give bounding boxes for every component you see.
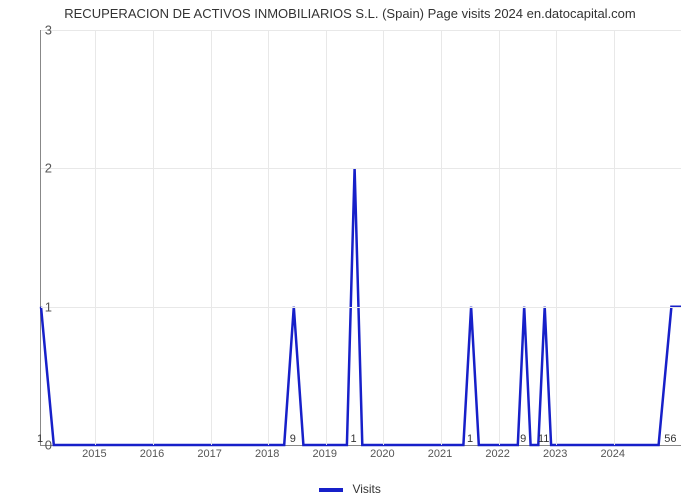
x-tick-label: 2018 <box>255 448 279 460</box>
peak-value-label: 9 <box>520 433 526 445</box>
gridline-v <box>556 30 557 445</box>
x-tick-label: 2023 <box>543 448 567 460</box>
peak-value-label: 1 <box>37 433 43 445</box>
legend-swatch <box>319 488 343 492</box>
gridline-h <box>41 30 681 31</box>
x-tick-label: 2016 <box>140 448 164 460</box>
peak-value-label: 56 <box>664 433 676 445</box>
gridline-v <box>211 30 212 445</box>
gridline-v <box>499 30 500 445</box>
gridline-v <box>153 30 154 445</box>
peak-value-label: 1 <box>467 433 473 445</box>
visits-line-series <box>41 30 681 445</box>
gridline-v <box>614 30 615 445</box>
gridline-v <box>383 30 384 445</box>
gridline-h <box>41 307 681 308</box>
gridline-v <box>326 30 327 445</box>
legend-label: Visits <box>352 482 380 496</box>
x-tick-label: 2015 <box>82 448 106 460</box>
x-tick-label: 2017 <box>197 448 221 460</box>
chart-title: RECUPERACION DE ACTIVOS INMOBILIARIOS S.… <box>0 6 700 21</box>
gridline-v <box>441 30 442 445</box>
peak-value-label: 9 <box>290 433 296 445</box>
gridline-v <box>95 30 96 445</box>
x-tick-label: 2021 <box>428 448 452 460</box>
y-tick-label: 1 <box>45 299 52 314</box>
x-tick-label: 2020 <box>370 448 394 460</box>
plot-area <box>40 30 681 446</box>
gridline-v <box>268 30 269 445</box>
y-tick-label: 2 <box>45 161 52 176</box>
peak-value-label: 1 <box>351 433 357 445</box>
y-tick-label: 3 <box>45 23 52 38</box>
y-tick-label: 0 <box>45 438 52 453</box>
chart-legend: Visits <box>0 482 700 496</box>
x-tick-label: 2022 <box>485 448 509 460</box>
x-tick-label: 2019 <box>313 448 337 460</box>
peak-value-label: 11 <box>538 433 549 445</box>
visits-chart: RECUPERACION DE ACTIVOS INMOBILIARIOS S.… <box>0 0 700 500</box>
x-tick-label: 2024 <box>601 448 625 460</box>
gridline-h <box>41 168 681 169</box>
